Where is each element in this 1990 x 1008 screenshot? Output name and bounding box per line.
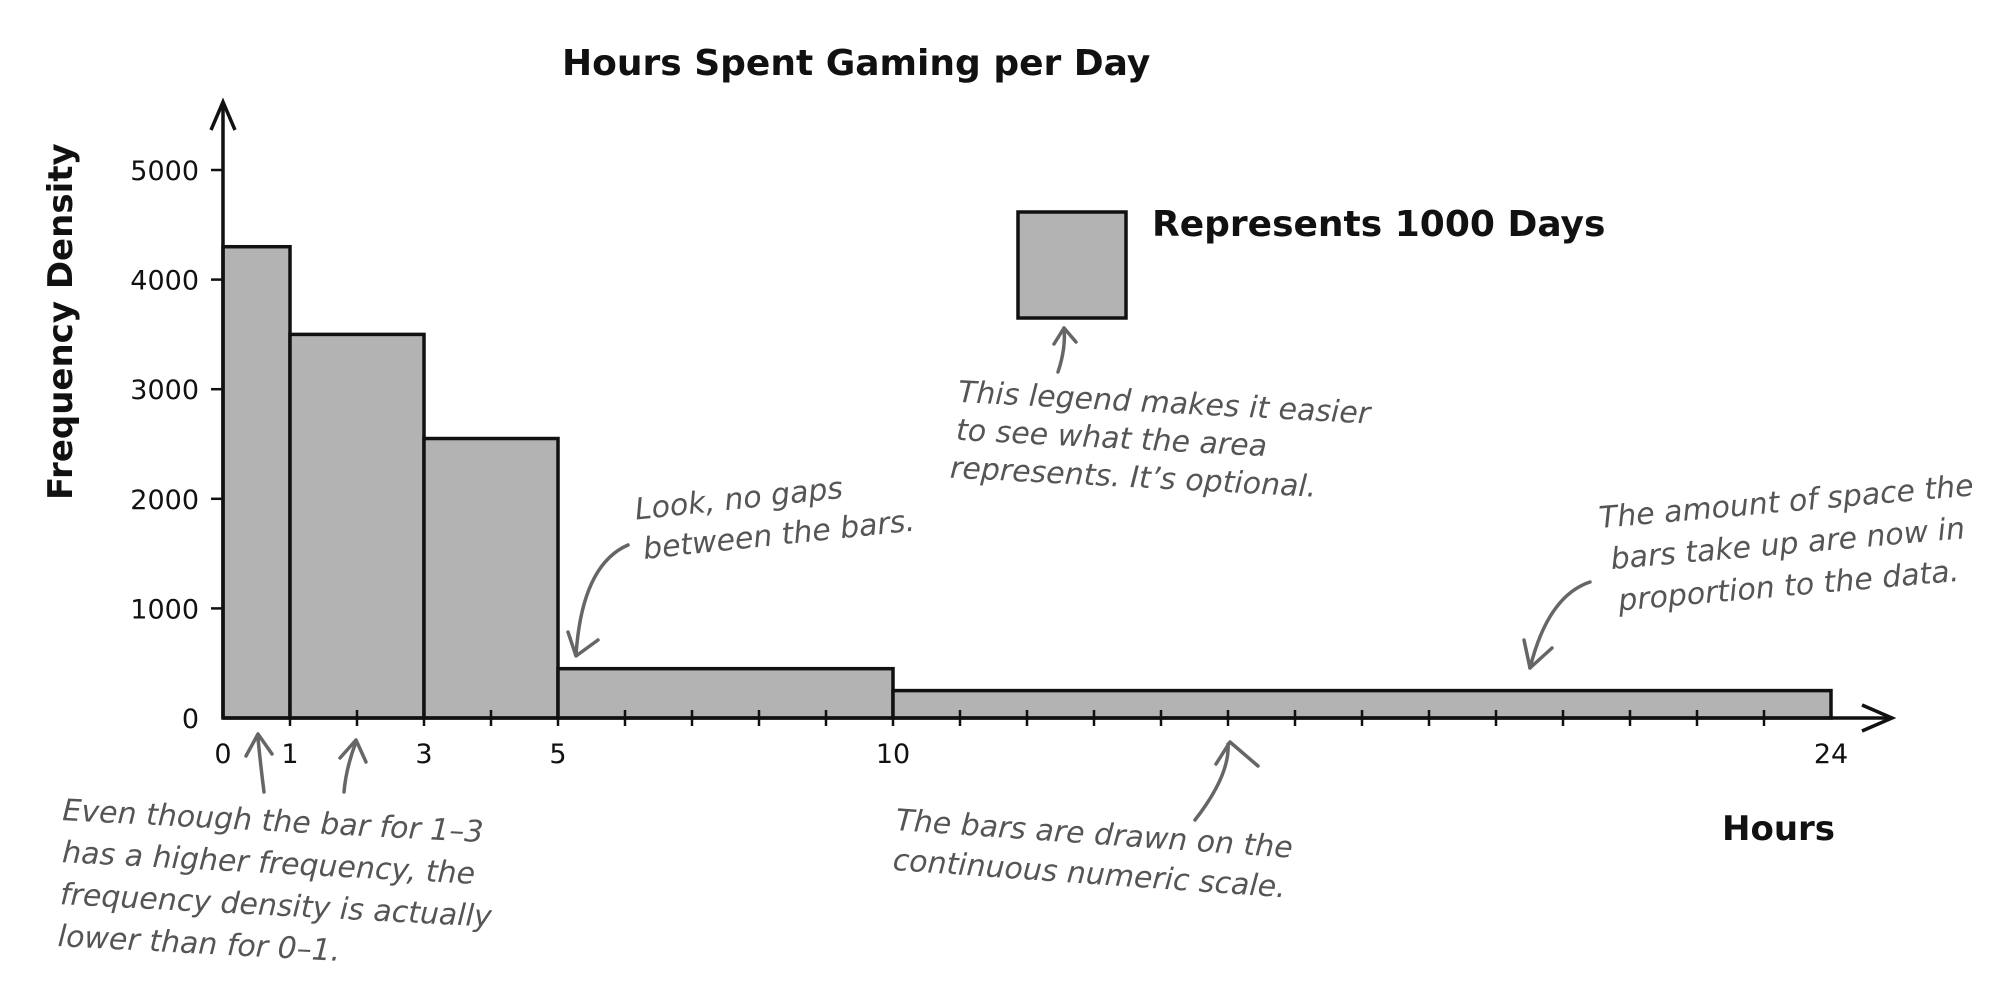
x-tick-label: 24 xyxy=(1814,739,1848,770)
x-tick-label: 5 xyxy=(549,739,566,770)
bars-group xyxy=(221,244,1833,720)
y-axis-arrowhead xyxy=(209,97,237,131)
arrow-no-gaps xyxy=(574,543,630,657)
y-tick-label: 3000 xyxy=(130,375,199,406)
legend: Represents 1000 Days xyxy=(1016,204,1605,320)
arrow-to-legend-head xyxy=(1052,326,1078,346)
histogram-bar xyxy=(556,666,895,720)
tick-labels-group: 0 1 3 5 10 24 0 1000 2000 3000 4000 5000 xyxy=(130,156,1848,770)
histogram-bar xyxy=(422,436,560,720)
y-tick-label: 1000 xyxy=(130,594,199,625)
x-tick-label: 0 xyxy=(214,739,231,770)
legend-swatch xyxy=(1016,210,1128,320)
x-tick-label: 3 xyxy=(415,739,432,770)
arrow-density-0-1-head xyxy=(244,732,274,758)
axes xyxy=(209,97,1897,733)
note-legend: This legend makes it easier to see what … xyxy=(949,375,1380,508)
legend-label: Represents 1000 Days xyxy=(1152,204,1605,245)
note-density: Even though the bar for 1–3 has a higher… xyxy=(55,793,507,977)
arrow-density-0-1 xyxy=(256,736,266,794)
arrow-continuous-head xyxy=(1214,740,1260,768)
x-tick-label: 1 xyxy=(281,739,298,770)
y-tick-label: 5000 xyxy=(130,156,199,187)
note-continuous: The bars are drawn on the continuous num… xyxy=(892,803,1304,906)
arrow-proportion-head xyxy=(1522,638,1554,670)
arrow-no-gaps-head xyxy=(566,630,600,658)
ticks-group xyxy=(211,168,1766,726)
y-axis-label: Frequency Density xyxy=(41,143,81,500)
histogram-bar xyxy=(221,244,292,720)
arrow-proportion xyxy=(1528,580,1592,670)
histogram-bar xyxy=(288,332,426,720)
note-no-gaps: Look, no gaps between the bars. xyxy=(633,464,916,568)
arrow-density-1-3 xyxy=(342,740,358,794)
arrow-continuous xyxy=(1193,742,1230,822)
y-tick-label: 4000 xyxy=(130,266,199,297)
arrow-density-1-3-head xyxy=(338,738,368,764)
note-proportion: The amount of space the bars take up are… xyxy=(1597,468,1990,620)
arrow-to-legend xyxy=(1056,326,1067,374)
x-axis-arrowhead xyxy=(1861,703,1897,733)
y-tick-label: 2000 xyxy=(130,485,199,516)
x-axis-label: Hours xyxy=(1722,809,1835,849)
x-tick-label: 10 xyxy=(876,739,910,770)
y-tick-label: 0 xyxy=(182,704,199,735)
chart-title: Hours Spent Gaming per Day xyxy=(562,43,1150,84)
